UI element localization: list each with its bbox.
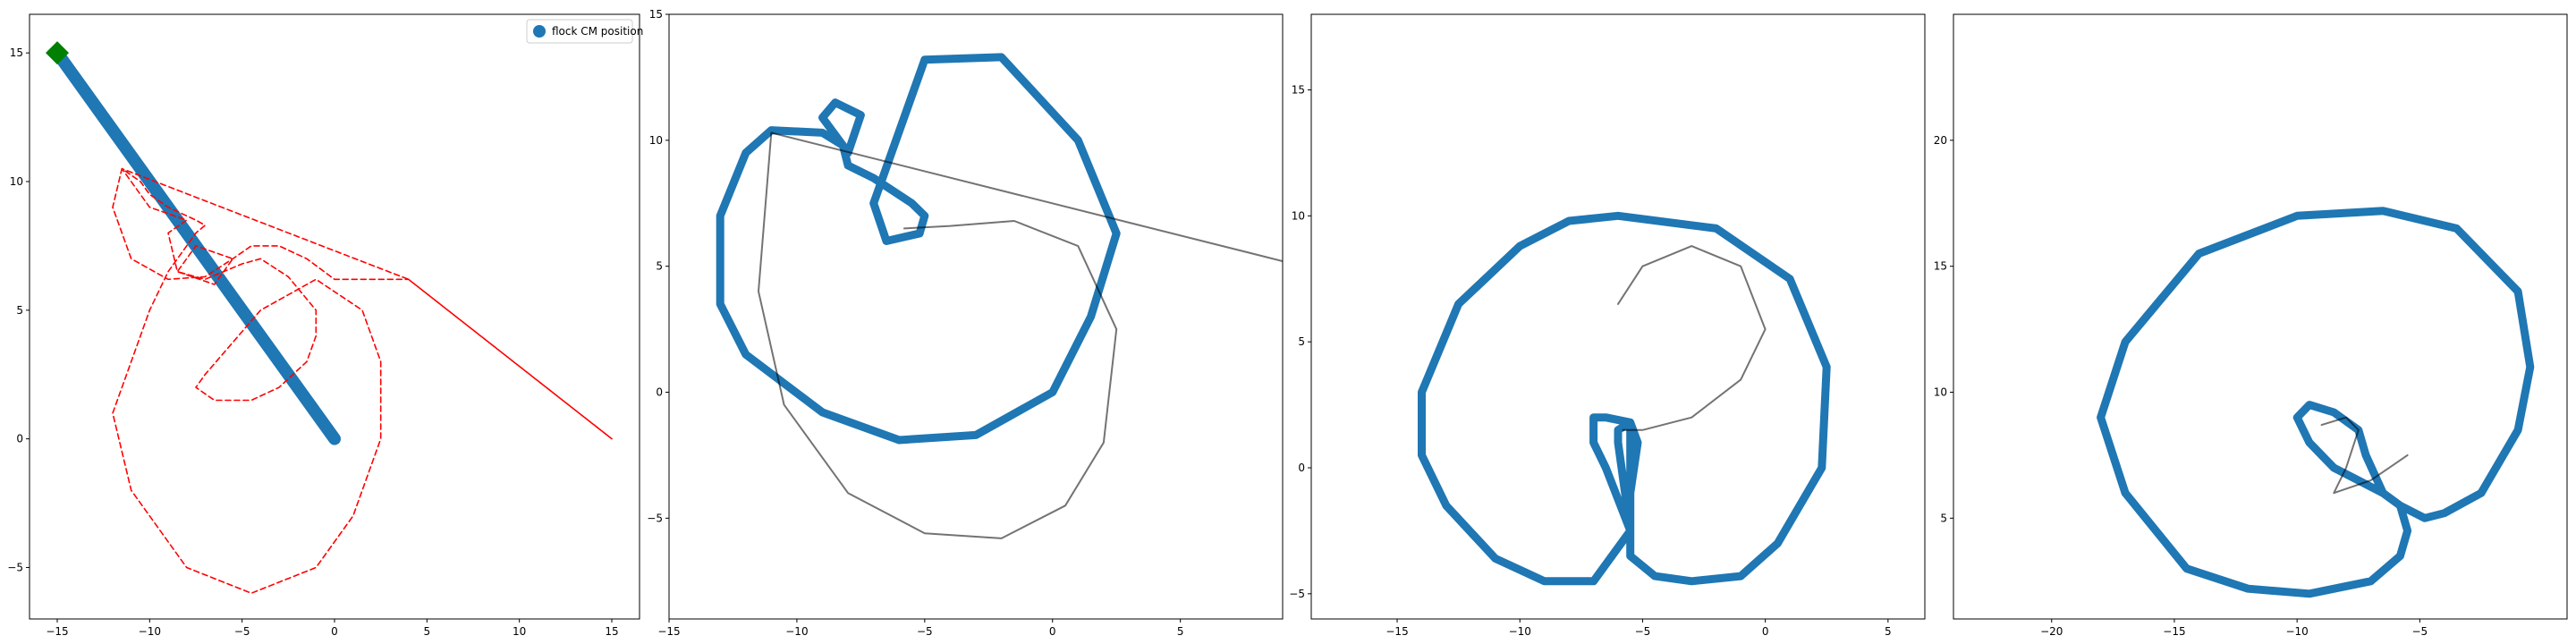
- y-tick-label: 5: [1298, 335, 1305, 348]
- y-tick-label: 5: [656, 260, 663, 273]
- x-tick-label: 5: [424, 625, 431, 638]
- legend-label: flock CM position: [552, 25, 643, 38]
- y-tick-label: 10: [1934, 386, 1947, 399]
- y-tick-label: 15: [1934, 260, 1947, 273]
- x-tick-label: −10: [1509, 625, 1531, 638]
- legend: flock CM position: [526, 19, 643, 44]
- y-tick-label: 15: [649, 8, 663, 21]
- chart-panel-2: −15 −10 −5 0 5 −5 0 5 10 15: [647, 8, 1284, 638]
- axes-frame: [668, 13, 1284, 620]
- start-marker: [46, 41, 69, 65]
- y-tick-label: −5: [1289, 588, 1305, 600]
- x-tick-label: −10: [2285, 625, 2308, 638]
- y-tick-label: −5: [647, 512, 663, 524]
- fading-trail-series: [1617, 245, 1767, 431]
- x-tick-label: −5: [234, 625, 250, 638]
- x-tick-label: 0: [331, 625, 338, 638]
- y-tick-label: 15: [10, 47, 23, 59]
- y-tick-label: 5: [16, 304, 23, 317]
- y-tick-label: 0: [16, 433, 23, 445]
- chart-panel-3: −15 −10 −5 0 5 −5 0 5 10 15: [1289, 13, 1926, 638]
- x-tick-label: 5: [1885, 625, 1892, 638]
- legend-marker: [533, 25, 546, 38]
- plot-area: [46, 41, 613, 594]
- x-tick-label: 10: [513, 625, 526, 638]
- x-tick-label: −10: [139, 625, 161, 638]
- plot-area: [716, 53, 1283, 539]
- x-tick-label: 0: [1049, 625, 1056, 638]
- plot-area: [2097, 207, 2535, 598]
- y-tick-label: 10: [1292, 209, 1305, 222]
- axes-frame: [1310, 13, 1926, 620]
- y-tick-label: 0: [1298, 462, 1305, 474]
- y-tick-label: −5: [7, 561, 23, 573]
- x-tick-label: 15: [605, 625, 618, 638]
- cm-path-series: [2097, 207, 2535, 598]
- y-tick-label: 15: [1292, 84, 1305, 97]
- fading-trail-series: [2320, 416, 2409, 495]
- legend-box: [526, 19, 633, 44]
- x-tick-label: −20: [2040, 625, 2063, 638]
- x-tick-label: −5: [1635, 625, 1651, 638]
- chart-panel-4: −20 −15 −10 −5 5 10 15 20: [1934, 13, 2568, 638]
- x-tick-label: −15: [1385, 625, 1408, 638]
- plot-area: [1418, 211, 1831, 586]
- x-tick-label: −10: [785, 625, 808, 638]
- axes-frame: [1953, 13, 2568, 620]
- x-tick-label: −5: [2412, 625, 2428, 638]
- x-tick-label: 0: [1762, 625, 1769, 638]
- y-tick-label: 0: [656, 386, 663, 399]
- fading-trail-series: [758, 131, 1283, 539]
- y-tick-label: 20: [1934, 134, 1947, 147]
- x-tick-label: −15: [2163, 625, 2185, 638]
- y-tick-label: 10: [10, 175, 23, 188]
- dashed-trajectory-series: [112, 167, 613, 594]
- y-tick-label: 5: [1940, 512, 1947, 524]
- y-tick-label: 10: [649, 134, 663, 147]
- x-tick-label: −15: [46, 625, 68, 638]
- chart-panel-1: −15 −10 −5 0 5 10 15 −5 0 5 10 15 flock CM position: [7, 13, 643, 638]
- x-tick-label: 5: [1177, 625, 1184, 638]
- x-tick-label: −5: [917, 625, 933, 638]
- x-tick-label: −15: [657, 625, 680, 638]
